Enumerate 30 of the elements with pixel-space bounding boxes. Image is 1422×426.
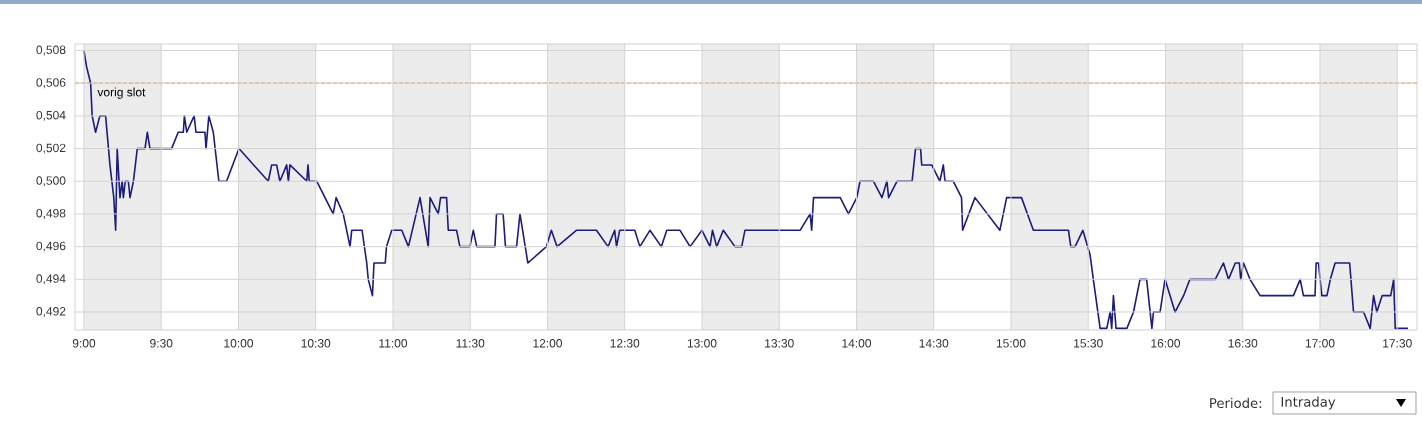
text: Intraday xyxy=(1281,396,1336,410)
ref-line-label: vorig slot xyxy=(97,87,146,99)
x-tick-label: 14:00 xyxy=(842,339,872,348)
x-tick-label: 9:30 xyxy=(150,339,173,348)
y-tick-label: 0,498 xyxy=(36,209,66,219)
y-tick-label: 0,500 xyxy=(36,176,66,187)
x-tick-label: 9:00 xyxy=(72,339,96,348)
y-tick-label: 0,506 xyxy=(36,78,66,89)
x-tick-label: 11:30 xyxy=(456,339,485,348)
y-tick-label: 0,496 xyxy=(36,241,66,252)
x-tick-label: 15:30 xyxy=(1074,339,1103,348)
x-tick-label: 16:30 xyxy=(1228,339,1258,348)
x-tick-label: 13:00 xyxy=(687,339,717,348)
x-tick-label: 11:00 xyxy=(379,339,408,348)
y-tick-label: 0,508 xyxy=(36,45,66,56)
y-tick-label: 0,502 xyxy=(36,143,66,154)
y-tick-label: 0,492 xyxy=(36,307,66,317)
x-tick-label: 10:00 xyxy=(224,339,254,348)
x-tick-label: 10:30 xyxy=(301,339,331,348)
x-tick-label: 12:30 xyxy=(610,339,640,348)
text: Periode: xyxy=(1210,397,1262,409)
x-tick-label: 12:00 xyxy=(533,339,563,348)
x-tick-label: 15:00 xyxy=(996,339,1026,348)
y-tick-label: 0,494 xyxy=(36,274,66,285)
x-tick-label: 17:00 xyxy=(1305,339,1335,348)
x-tick-label: 16:00 xyxy=(1151,339,1181,348)
y-tick-label: 0,504 xyxy=(36,110,66,121)
x-tick-label: 13:30 xyxy=(765,339,794,348)
x-tick-label: 14:30 xyxy=(919,339,949,348)
x-tick-label: 17:30 xyxy=(1383,339,1412,348)
